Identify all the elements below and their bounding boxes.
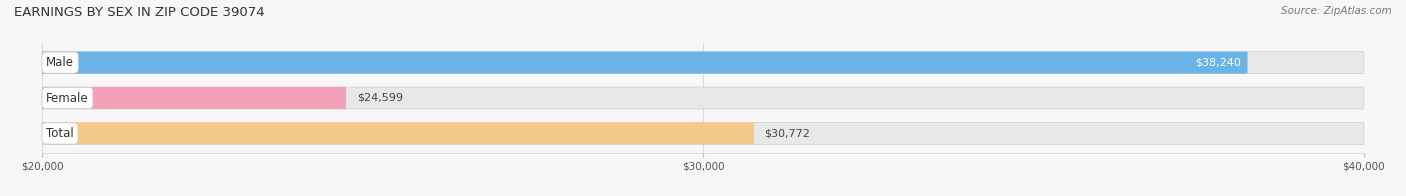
- FancyBboxPatch shape: [42, 122, 1364, 144]
- Text: Total: Total: [46, 127, 75, 140]
- Text: $30,772: $30,772: [765, 128, 810, 138]
- FancyBboxPatch shape: [42, 52, 1364, 74]
- FancyBboxPatch shape: [42, 87, 346, 109]
- Text: Female: Female: [46, 92, 89, 104]
- Text: $38,240: $38,240: [1195, 58, 1241, 68]
- FancyBboxPatch shape: [42, 122, 754, 144]
- Text: Male: Male: [46, 56, 75, 69]
- Text: $24,599: $24,599: [357, 93, 402, 103]
- FancyBboxPatch shape: [42, 52, 1247, 74]
- FancyBboxPatch shape: [42, 87, 1364, 109]
- Text: EARNINGS BY SEX IN ZIP CODE 39074: EARNINGS BY SEX IN ZIP CODE 39074: [14, 6, 264, 19]
- Text: Source: ZipAtlas.com: Source: ZipAtlas.com: [1281, 6, 1392, 16]
